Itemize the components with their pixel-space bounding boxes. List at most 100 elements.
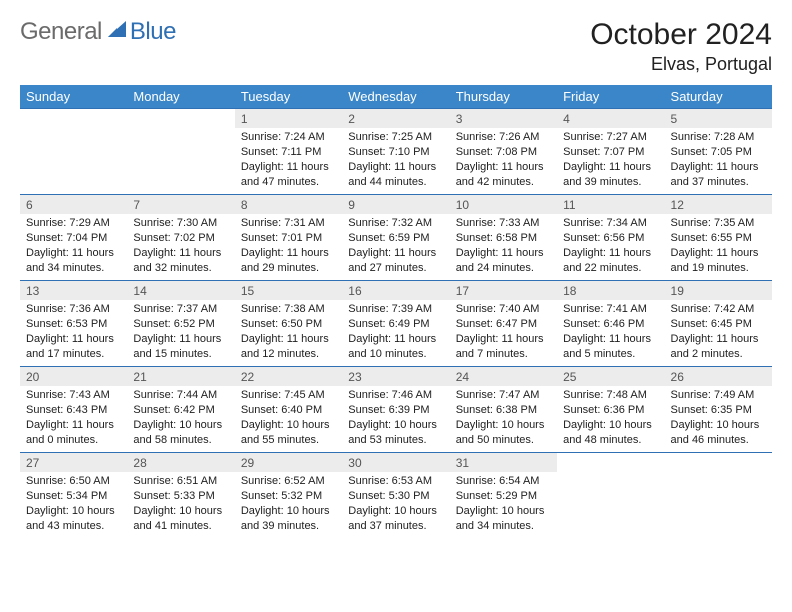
cell-body: Sunrise: 7:39 AMSunset: 6:49 PMDaylight:… (342, 300, 449, 363)
cell-body: Sunrise: 7:30 AMSunset: 7:02 PMDaylight:… (127, 214, 234, 277)
day-number: 6 (20, 195, 127, 214)
column-header: Friday (557, 85, 664, 109)
cell-body: Sunrise: 7:27 AMSunset: 7:07 PMDaylight:… (557, 128, 664, 191)
calendar-cell: 14Sunrise: 7:37 AMSunset: 6:52 PMDayligh… (127, 281, 234, 367)
calendar-cell: 4Sunrise: 7:27 AMSunset: 7:07 PMDaylight… (557, 109, 664, 195)
cell-body: Sunrise: 6:51 AMSunset: 5:33 PMDaylight:… (127, 472, 234, 535)
logo: General Blue (20, 18, 176, 46)
cell-body: Sunrise: 7:35 AMSunset: 6:55 PMDaylight:… (665, 214, 772, 277)
calendar-cell: 2Sunrise: 7:25 AMSunset: 7:10 PMDaylight… (342, 109, 449, 195)
calendar-cell: 30Sunrise: 6:53 AMSunset: 5:30 PMDayligh… (342, 453, 449, 539)
cell-body: Sunrise: 7:47 AMSunset: 6:38 PMDaylight:… (450, 386, 557, 449)
day-number: 24 (450, 367, 557, 386)
day-number: 12 (665, 195, 772, 214)
day-number: 29 (235, 453, 342, 472)
day-number (20, 109, 127, 128)
calendar-cell: 8Sunrise: 7:31 AMSunset: 7:01 PMDaylight… (235, 195, 342, 281)
day-number: 25 (557, 367, 664, 386)
calendar-cell: 7Sunrise: 7:30 AMSunset: 7:02 PMDaylight… (127, 195, 234, 281)
calendar-body: 1Sunrise: 7:24 AMSunset: 7:11 PMDaylight… (20, 109, 772, 539)
cell-body: Sunrise: 6:54 AMSunset: 5:29 PMDaylight:… (450, 472, 557, 535)
calendar-cell: 28Sunrise: 6:51 AMSunset: 5:33 PMDayligh… (127, 453, 234, 539)
calendar-cell: 12Sunrise: 7:35 AMSunset: 6:55 PMDayligh… (665, 195, 772, 281)
day-number: 21 (127, 367, 234, 386)
logo-sail-icon (106, 19, 128, 46)
column-header: Wednesday (342, 85, 449, 109)
calendar-cell (665, 453, 772, 539)
day-number: 30 (342, 453, 449, 472)
column-header: Tuesday (235, 85, 342, 109)
calendar-week: 13Sunrise: 7:36 AMSunset: 6:53 PMDayligh… (20, 281, 772, 367)
calendar-cell: 15Sunrise: 7:38 AMSunset: 6:50 PMDayligh… (235, 281, 342, 367)
column-header: Thursday (450, 85, 557, 109)
day-number: 2 (342, 109, 449, 128)
cell-body: Sunrise: 7:42 AMSunset: 6:45 PMDaylight:… (665, 300, 772, 363)
day-number: 31 (450, 453, 557, 472)
calendar-cell: 25Sunrise: 7:48 AMSunset: 6:36 PMDayligh… (557, 367, 664, 453)
calendar-cell: 18Sunrise: 7:41 AMSunset: 6:46 PMDayligh… (557, 281, 664, 367)
day-number: 27 (20, 453, 127, 472)
cell-body: Sunrise: 7:48 AMSunset: 6:36 PMDaylight:… (557, 386, 664, 449)
calendar-cell: 17Sunrise: 7:40 AMSunset: 6:47 PMDayligh… (450, 281, 557, 367)
column-header: Saturday (665, 85, 772, 109)
day-number: 10 (450, 195, 557, 214)
calendar-cell: 21Sunrise: 7:44 AMSunset: 6:42 PMDayligh… (127, 367, 234, 453)
day-number: 20 (20, 367, 127, 386)
calendar-week: 1Sunrise: 7:24 AMSunset: 7:11 PMDaylight… (20, 109, 772, 195)
day-number: 23 (342, 367, 449, 386)
calendar-cell: 3Sunrise: 7:26 AMSunset: 7:08 PMDaylight… (450, 109, 557, 195)
cell-body: Sunrise: 7:46 AMSunset: 6:39 PMDaylight:… (342, 386, 449, 449)
calendar-cell: 26Sunrise: 7:49 AMSunset: 6:35 PMDayligh… (665, 367, 772, 453)
cell-body: Sunrise: 7:36 AMSunset: 6:53 PMDaylight:… (20, 300, 127, 363)
cell-body: Sunrise: 7:26 AMSunset: 7:08 PMDaylight:… (450, 128, 557, 191)
calendar-cell: 11Sunrise: 7:34 AMSunset: 6:56 PMDayligh… (557, 195, 664, 281)
cell-body: Sunrise: 7:28 AMSunset: 7:05 PMDaylight:… (665, 128, 772, 191)
calendar-cell: 1Sunrise: 7:24 AMSunset: 7:11 PMDaylight… (235, 109, 342, 195)
calendar-cell: 5Sunrise: 7:28 AMSunset: 7:05 PMDaylight… (665, 109, 772, 195)
calendar-week: 27Sunrise: 6:50 AMSunset: 5:34 PMDayligh… (20, 453, 772, 539)
calendar-cell: 24Sunrise: 7:47 AMSunset: 6:38 PMDayligh… (450, 367, 557, 453)
cell-body: Sunrise: 7:43 AMSunset: 6:43 PMDaylight:… (20, 386, 127, 449)
day-number: 26 (665, 367, 772, 386)
calendar-cell (127, 109, 234, 195)
day-number: 1 (235, 109, 342, 128)
location: Elvas, Portugal (590, 54, 772, 75)
calendar-cell: 13Sunrise: 7:36 AMSunset: 6:53 PMDayligh… (20, 281, 127, 367)
calendar-cell: 19Sunrise: 7:42 AMSunset: 6:45 PMDayligh… (665, 281, 772, 367)
cell-body: Sunrise: 7:32 AMSunset: 6:59 PMDaylight:… (342, 214, 449, 277)
day-number (665, 453, 772, 472)
day-number: 13 (20, 281, 127, 300)
calendar-cell: 27Sunrise: 6:50 AMSunset: 5:34 PMDayligh… (20, 453, 127, 539)
cell-body: Sunrise: 7:24 AMSunset: 7:11 PMDaylight:… (235, 128, 342, 191)
day-number: 7 (127, 195, 234, 214)
day-number: 5 (665, 109, 772, 128)
day-number: 4 (557, 109, 664, 128)
cell-body: Sunrise: 6:52 AMSunset: 5:32 PMDaylight:… (235, 472, 342, 535)
calendar-cell: 9Sunrise: 7:32 AMSunset: 6:59 PMDaylight… (342, 195, 449, 281)
cell-body: Sunrise: 7:41 AMSunset: 6:46 PMDaylight:… (557, 300, 664, 363)
calendar-cell (557, 453, 664, 539)
day-number: 28 (127, 453, 234, 472)
header: General Blue October 2024 Elvas, Portuga… (20, 18, 772, 75)
calendar-cell: 20Sunrise: 7:43 AMSunset: 6:43 PMDayligh… (20, 367, 127, 453)
column-header: Monday (127, 85, 234, 109)
calendar-cell: 22Sunrise: 7:45 AMSunset: 6:40 PMDayligh… (235, 367, 342, 453)
cell-body: Sunrise: 7:45 AMSunset: 6:40 PMDaylight:… (235, 386, 342, 449)
cell-body: Sunrise: 7:33 AMSunset: 6:58 PMDaylight:… (450, 214, 557, 277)
calendar-cell: 29Sunrise: 6:52 AMSunset: 5:32 PMDayligh… (235, 453, 342, 539)
cell-body: Sunrise: 7:40 AMSunset: 6:47 PMDaylight:… (450, 300, 557, 363)
cell-body: Sunrise: 7:34 AMSunset: 6:56 PMDaylight:… (557, 214, 664, 277)
cell-body: Sunrise: 6:50 AMSunset: 5:34 PMDaylight:… (20, 472, 127, 535)
calendar-header: SundayMondayTuesdayWednesdayThursdayFrid… (20, 85, 772, 109)
day-number: 8 (235, 195, 342, 214)
day-number: 16 (342, 281, 449, 300)
day-number: 3 (450, 109, 557, 128)
calendar-cell: 10Sunrise: 7:33 AMSunset: 6:58 PMDayligh… (450, 195, 557, 281)
day-number: 17 (450, 281, 557, 300)
day-number (127, 109, 234, 128)
day-number: 19 (665, 281, 772, 300)
column-header: Sunday (20, 85, 127, 109)
calendar-cell: 23Sunrise: 7:46 AMSunset: 6:39 PMDayligh… (342, 367, 449, 453)
day-number (557, 453, 664, 472)
calendar-cell: 6Sunrise: 7:29 AMSunset: 7:04 PMDaylight… (20, 195, 127, 281)
